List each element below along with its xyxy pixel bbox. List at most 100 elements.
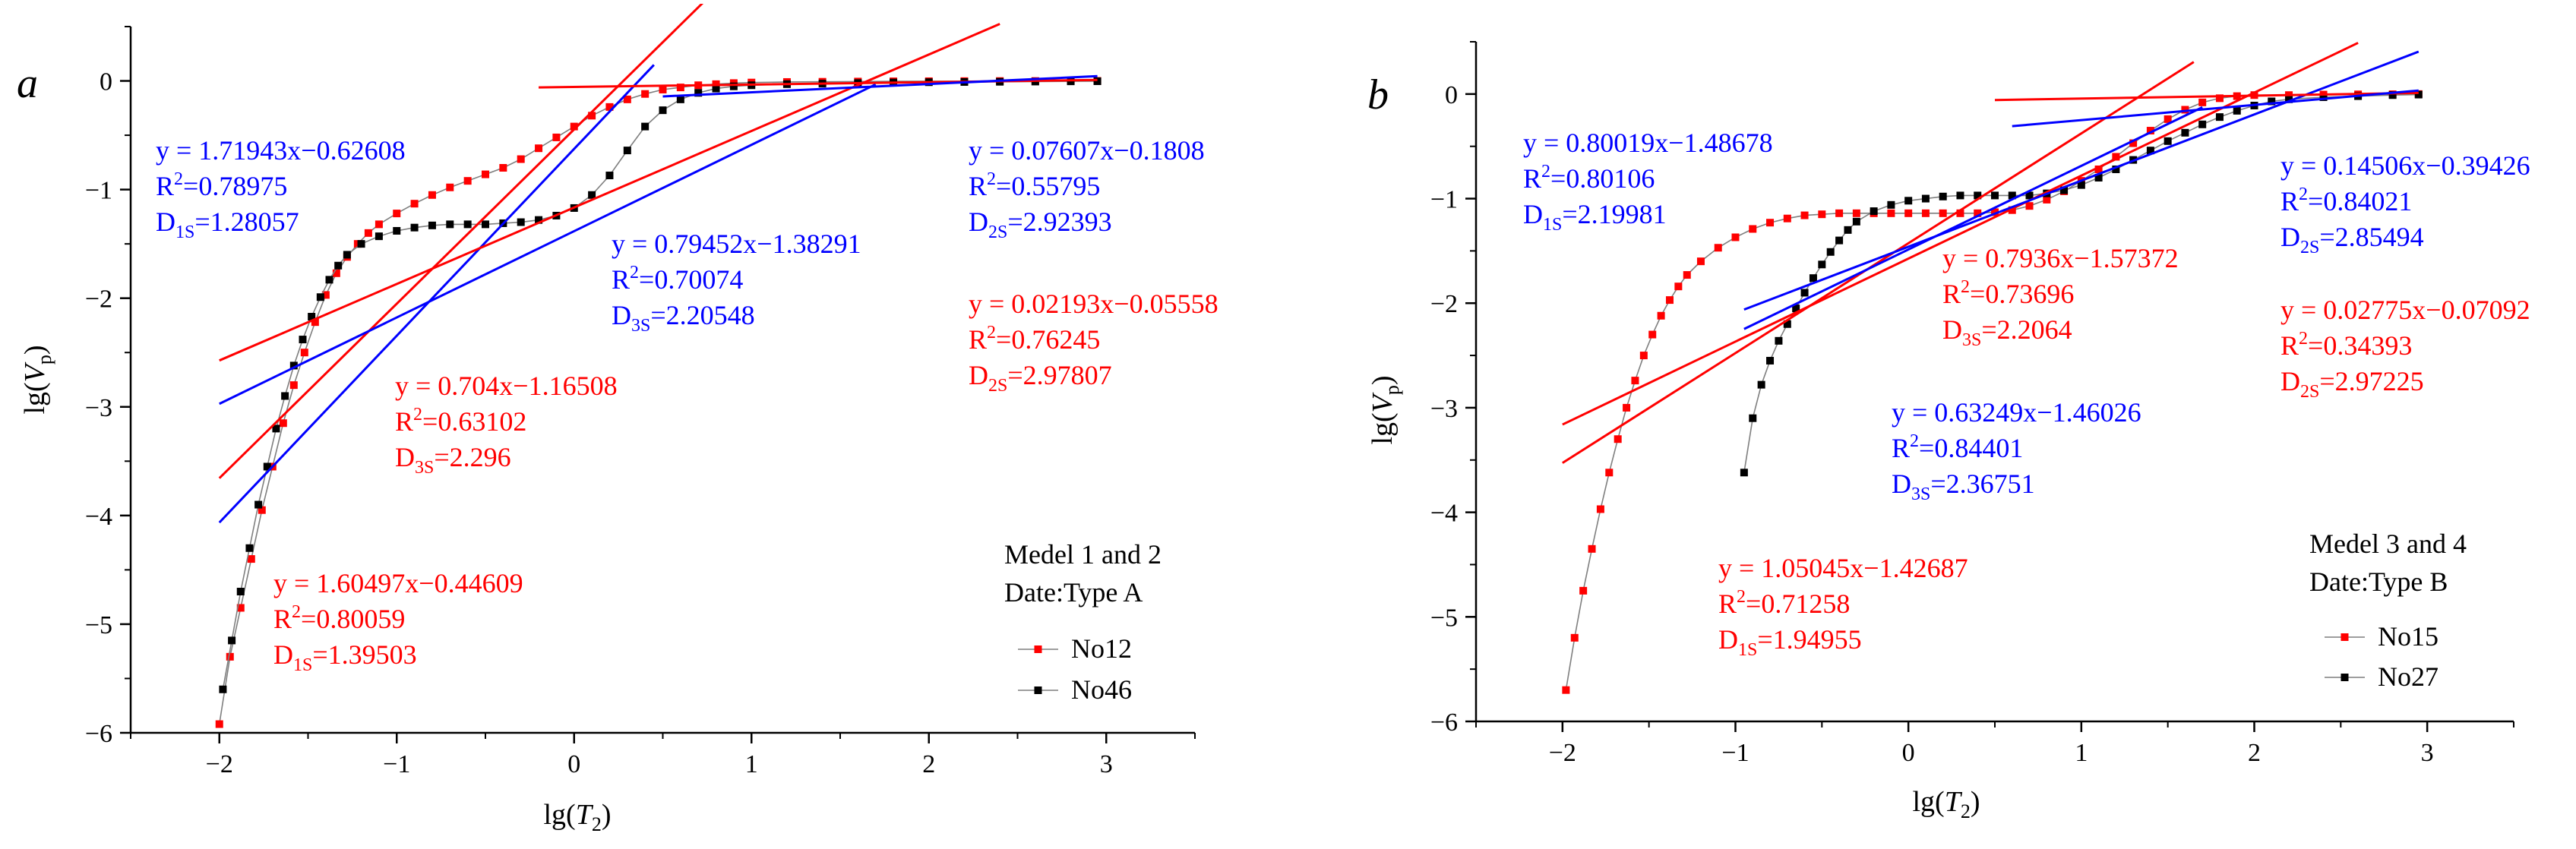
annotation-line: y = 0.14506x−0.39426 xyxy=(2280,150,2530,181)
annotation-text: =0.34393 xyxy=(2308,330,2412,361)
annotation-text: D xyxy=(2280,366,2300,396)
annotation-line: D3S=2.36751 xyxy=(1892,469,2035,504)
fit-lines xyxy=(218,4,1098,524)
fit-line xyxy=(2012,89,2419,128)
data-point-No15 xyxy=(2164,115,2172,123)
annotation-subscript: 2S xyxy=(988,223,1007,242)
data-point-No27 xyxy=(1826,248,1835,256)
annotation-line: y = 0.07607x−0.1808 xyxy=(969,135,1205,166)
legend-label-No27: No27 xyxy=(2378,661,2439,692)
data-point-No15 xyxy=(1783,214,1791,223)
legend-marker-No12 xyxy=(1034,645,1042,653)
annotation-line: D2S=2.85494 xyxy=(2280,222,2424,257)
data-point-No15 xyxy=(1596,505,1604,513)
y-axis-label-main: lg( xyxy=(1367,412,1399,444)
data-point-No15 xyxy=(2146,127,2154,135)
data-point-No15 xyxy=(2043,195,2051,204)
data-point-No27 xyxy=(1991,191,1999,200)
data-point-No15 xyxy=(1818,210,1826,219)
data-point-No46 xyxy=(446,220,454,229)
x-tick-label: 1 xyxy=(2075,739,2088,767)
y-tick-label: −1 xyxy=(85,177,112,205)
annotation-text: D xyxy=(1523,199,1543,229)
data-point-No27 xyxy=(1844,226,1852,234)
fit-line xyxy=(218,4,704,479)
fit-line xyxy=(1743,106,2203,330)
annotation-superscript: 2 xyxy=(987,323,996,342)
x-tick-label: −2 xyxy=(1549,739,1576,767)
data-point-No46 xyxy=(236,588,245,595)
annotation-text: =1.39503 xyxy=(312,639,416,670)
annotation-text: R xyxy=(1718,589,1737,619)
annotation-line: y = 0.02193x−0.05558 xyxy=(969,289,1218,319)
data-point-No27 xyxy=(2198,120,2207,128)
annotation-line: D2S=2.92393 xyxy=(969,207,1112,242)
data-point-No27 xyxy=(1921,194,1930,203)
data-point-No27 xyxy=(2215,113,2224,122)
data-point-No15 xyxy=(1956,209,1964,217)
annotation-text: y = 0.79452x−1.38291 xyxy=(612,229,861,259)
x-tick-label: −2 xyxy=(206,750,233,778)
annotation-line: y = 1.05045x−1.42687 xyxy=(1718,553,1968,583)
data-point-No27 xyxy=(2077,181,2085,189)
data-point-No15 xyxy=(2094,165,2103,173)
data-point-No15 xyxy=(1562,686,1570,694)
data-point-No27 xyxy=(1792,305,1800,313)
data-point-No15 xyxy=(1800,211,1809,219)
data-point-No15 xyxy=(1639,352,1648,360)
annotation-subscript: 3S xyxy=(1911,484,1930,504)
annotation-superscript: 2 xyxy=(630,263,639,282)
annotation-subscript: 3S xyxy=(631,316,650,336)
annotation-text: y = 1.60497x−0.44609 xyxy=(273,568,523,598)
annotation-superscript: 2 xyxy=(1541,162,1550,181)
data-point-No46 xyxy=(325,276,333,284)
data-point-No15 xyxy=(1648,330,1657,339)
annotation-line: D2S=2.97225 xyxy=(2280,366,2424,402)
x-tick-label: 2 xyxy=(2248,739,2261,767)
annotation-line: D1S=2.19981 xyxy=(1523,199,1667,235)
data-point-No46 xyxy=(729,82,738,90)
data-point-No12 xyxy=(300,349,308,357)
annotation-superscript: 2 xyxy=(413,405,422,424)
x-tick-label: 0 xyxy=(567,750,580,778)
fit-annotation: y = 0.79452x−1.38291 R2=0.70074 D3S=2.2054… xyxy=(612,229,861,336)
annotation-text: D xyxy=(2280,222,2300,252)
data-point-No46 xyxy=(463,220,472,229)
data-point-No27 xyxy=(1956,191,1964,200)
data-point-No15 xyxy=(1579,586,1588,595)
data-point-No46 xyxy=(694,89,703,97)
data-point-No27 xyxy=(1939,192,1947,200)
data-point-No27 xyxy=(1749,414,1757,422)
data-point-No15 xyxy=(1631,377,1639,385)
x-axis-label-main: lg( xyxy=(543,799,575,831)
annotation-text: y = 1.05045x−1.42687 xyxy=(1718,553,1968,583)
legend: Medel 3 and 4 Date:Type B No15 No27 xyxy=(2309,529,2467,692)
annotation-text: R xyxy=(395,406,413,437)
y-tick-label: −1 xyxy=(1430,186,1458,214)
annotation-line: D1S=1.28057 xyxy=(156,207,299,242)
data-point-No27 xyxy=(2025,191,2034,200)
annotation-text: D xyxy=(1718,624,1738,655)
data-point-No46 xyxy=(393,226,401,235)
data-point-No46 xyxy=(428,221,436,229)
data-point-No46 xyxy=(228,636,236,645)
fit-annotation: y = 1.05045x−1.42687 R2=0.71258 D1S=1.9495… xyxy=(1718,553,1968,660)
annotation-line: R2=0.34393 xyxy=(2280,329,2412,361)
x-tick-label: 1 xyxy=(745,750,758,778)
y-tick-label: −3 xyxy=(85,394,112,422)
annotation-text: y = 0.02775x−0.07092 xyxy=(2280,295,2530,325)
annotation-subscript: 1S xyxy=(293,655,312,675)
data-point-No27 xyxy=(1887,200,1895,209)
annotation-text: =2.20548 xyxy=(650,300,754,330)
data-point-No27 xyxy=(1835,236,1844,245)
data-point-No46 xyxy=(272,424,280,433)
data-point-No15 xyxy=(2008,206,2016,214)
fit-line xyxy=(662,74,1098,98)
data-point-No46 xyxy=(299,336,307,344)
annotation-superscript: 2 xyxy=(1910,431,1919,451)
data-point-No12 xyxy=(311,318,319,327)
x-axis-label-sub: 2 xyxy=(592,813,602,835)
y-tick-label: −3 xyxy=(1430,395,1458,423)
